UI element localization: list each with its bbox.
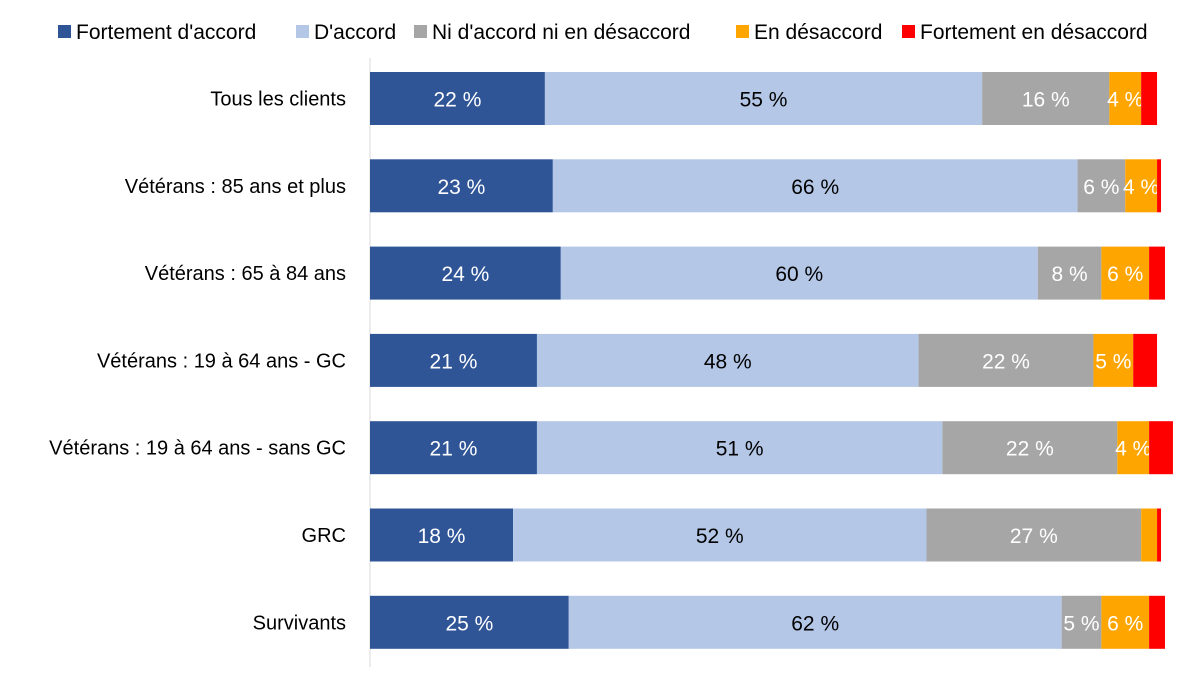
data-label: 5 % (1063, 612, 1099, 635)
legend-label: D'accord (314, 21, 396, 44)
data-label: 16 % (1022, 89, 1070, 112)
bar-segment (1141, 508, 1158, 562)
bar-segment (1109, 72, 1142, 125)
legend: Fortement d'accord D'accord Ni d'accord ni… (58, 21, 1148, 44)
data-label: 4 % (1107, 89, 1143, 112)
bar-segment (370, 72, 545, 125)
bar-segment (568, 595, 1062, 649)
data-label: 6 % (1107, 263, 1143, 286)
legend-swatch (736, 25, 749, 38)
bar-segment (918, 333, 1094, 387)
data-label: 18 % (418, 525, 466, 548)
bar-segment (370, 333, 537, 387)
bar-segment (1117, 421, 1150, 475)
bar-segment (560, 246, 1038, 300)
bar-segment (370, 246, 561, 300)
data-label: 60 % (775, 263, 823, 286)
category-label: GRC (302, 525, 346, 547)
data-label: 6 % (1107, 612, 1143, 635)
bar-segment (1101, 246, 1150, 300)
bar-segment (1061, 595, 1102, 649)
category-label: Vétérans : 65 à 84 ans (145, 263, 346, 285)
bar-segment (1125, 159, 1158, 213)
data-label: 4 % (1115, 438, 1151, 461)
category-label: Tous les clients (210, 89, 346, 111)
bar-segment (1149, 595, 1165, 649)
legend-label: Ni d'accord ni en désaccord (432, 21, 690, 44)
bar-segment (1157, 159, 1162, 213)
bars: 22 % 55 % 16 % 4 %23 % 66 % 6 % 4 %24 % 60 % 8 %… (370, 72, 1173, 649)
bar-segment (536, 333, 919, 387)
data-label: 48 % (704, 350, 752, 373)
category-label: Vétérans : 85 ans et plus (125, 176, 346, 198)
data-label: 52 % (696, 525, 744, 548)
data-label: 25 % (445, 612, 493, 635)
legend-swatch (296, 25, 309, 38)
bar-segment (1149, 246, 1165, 300)
data-label: 6 % (1083, 176, 1119, 199)
data-label: 21 % (430, 438, 478, 461)
legend-label: En désaccord (754, 21, 882, 44)
bar-segment (536, 421, 943, 475)
category-label: Survivants (253, 612, 346, 634)
data-label: 23 % (437, 176, 485, 199)
legend-swatch (414, 25, 427, 38)
bar-segment (1037, 246, 1102, 300)
bar-segment (370, 508, 514, 562)
legend-label: Fortement d'accord (76, 21, 256, 44)
category-label: Vétérans : 19 à 64 ans - sans GC (49, 438, 346, 460)
bar-segment (1141, 72, 1158, 125)
legend-label: Fortement en désaccord (920, 21, 1148, 44)
bar-segment (1077, 159, 1126, 213)
data-label: 51 % (716, 438, 764, 461)
bar-segment (370, 595, 569, 649)
data-label: 27 % (1010, 525, 1058, 548)
data-label: 24 % (441, 263, 489, 286)
legend-swatch (58, 25, 71, 38)
bar-segment (370, 421, 537, 475)
bar-segment (982, 72, 1110, 125)
bar-segment (513, 508, 927, 562)
data-label: 22 % (982, 350, 1030, 373)
category-labels: Tous les clients Vétérans : 85 ans et plu… (49, 89, 346, 635)
data-label: 62 % (791, 612, 839, 635)
data-label: 4 % (1123, 176, 1159, 199)
bar-segment (1093, 333, 1134, 387)
bar-segment (926, 508, 1142, 562)
bar-segment (544, 72, 983, 125)
legend-swatch (902, 25, 915, 38)
data-label: 66 % (791, 176, 839, 199)
data-label: 5 % (1095, 350, 1131, 373)
bar-segment (1101, 595, 1150, 649)
data-label: 21 % (430, 350, 478, 373)
data-label: 22 % (434, 89, 482, 112)
data-label: 55 % (740, 89, 788, 112)
category-label: Vétérans : 19 à 64 ans - GC (97, 350, 346, 372)
bar-segment (552, 159, 1078, 213)
bar-segment (1157, 508, 1162, 562)
data-label: 22 % (1006, 438, 1054, 461)
bar-segment (1133, 333, 1158, 387)
data-label: 8 % (1052, 263, 1088, 286)
bar-segment (1149, 421, 1173, 475)
bar-segment (370, 159, 553, 213)
bar-segment (942, 421, 1118, 475)
